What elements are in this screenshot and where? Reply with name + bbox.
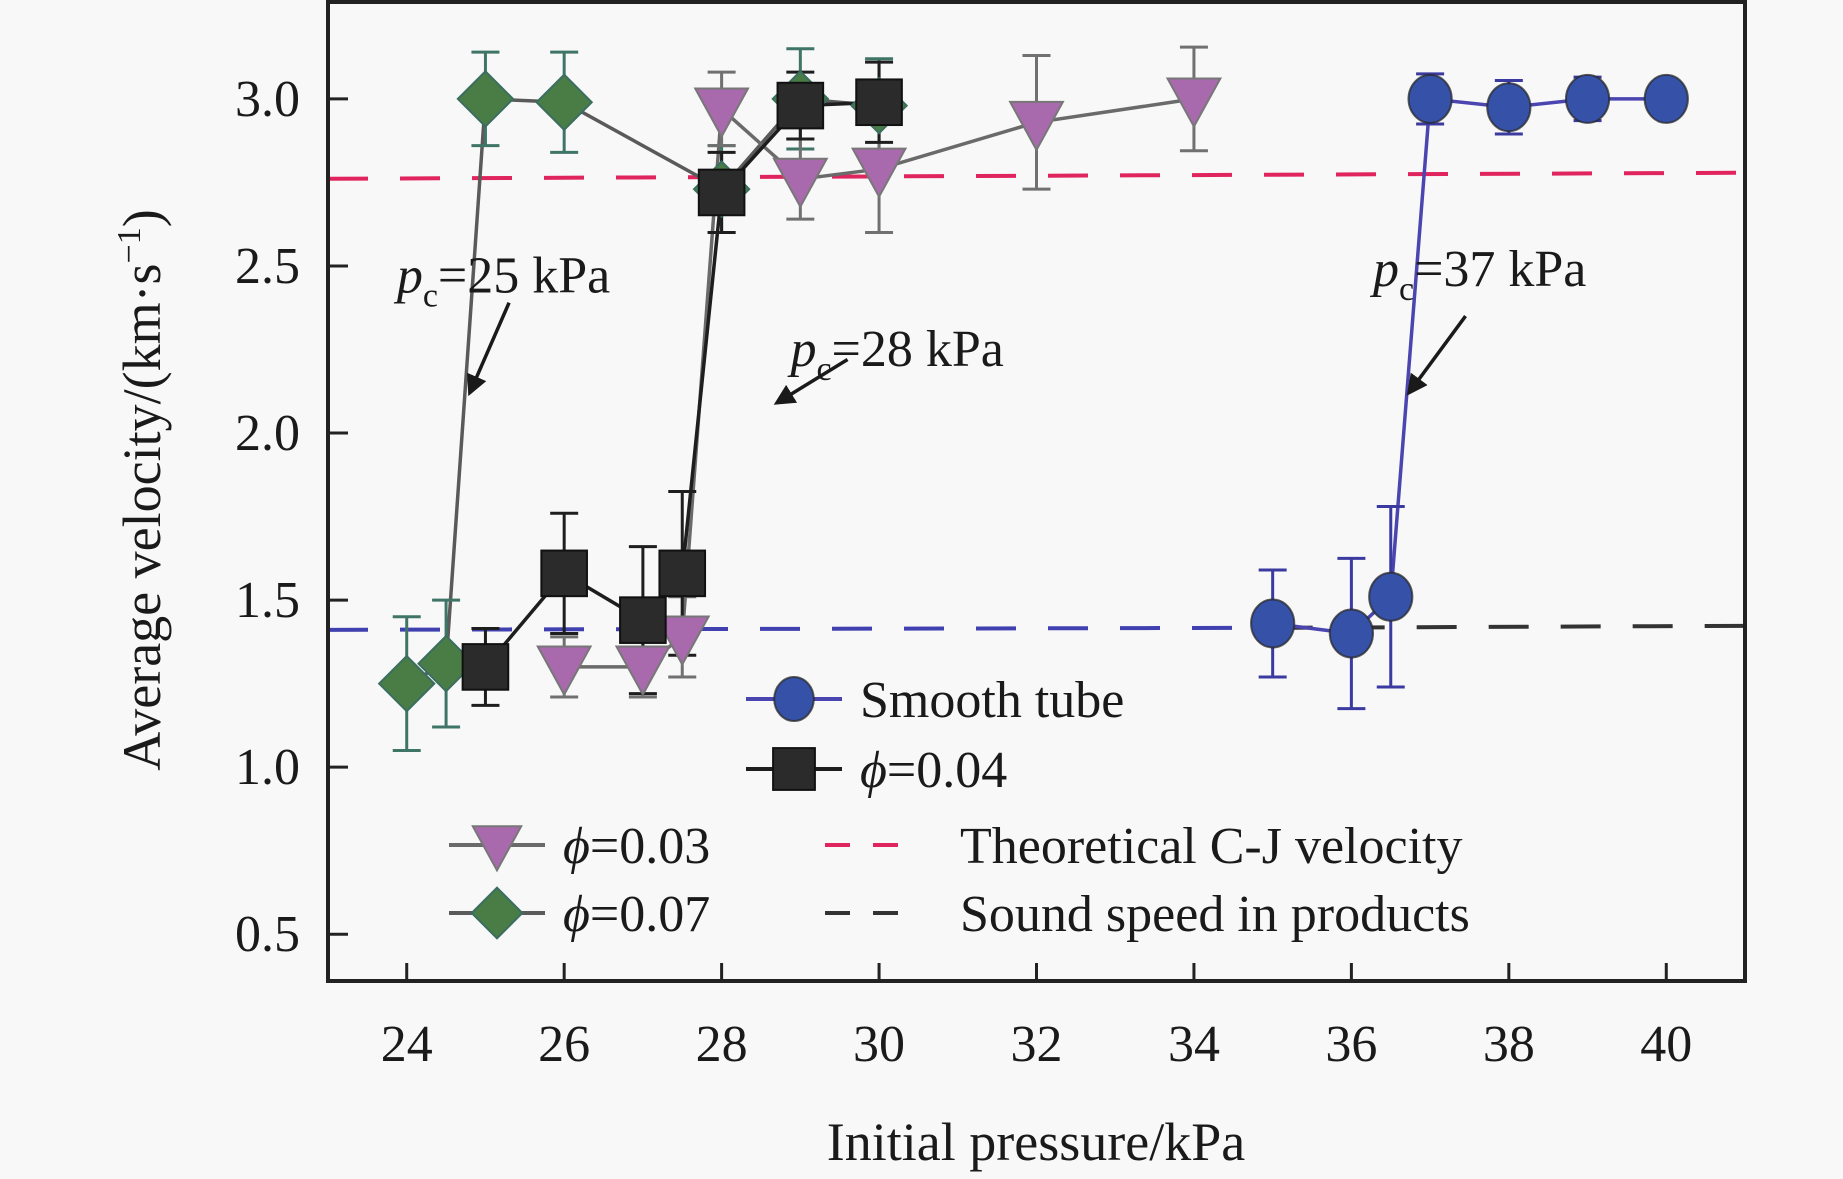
data-point-square xyxy=(776,81,825,130)
data-point-triangle-down xyxy=(850,147,908,199)
svg-text:Average velocity/(km·s−1): Average velocity/(km·s−1) xyxy=(111,209,172,770)
data-point-square xyxy=(540,549,588,598)
legend-label: ϕ=0.03 xyxy=(563,818,710,875)
annotation-arrow xyxy=(1406,315,1467,396)
y-tick-label: 1.5 xyxy=(235,572,300,629)
legend-item-cj-velocity: Theoretical C-J velocity xyxy=(825,818,1462,875)
data-point-square xyxy=(619,596,667,644)
data-point-circle xyxy=(1643,73,1689,124)
legend-label: ϕ=0.07 xyxy=(563,886,710,943)
annotation-symbol: p xyxy=(393,248,423,305)
annotation-label: pc=37 kPa xyxy=(1369,241,1586,308)
legend-label: ϕ=0.04 xyxy=(860,742,1007,799)
annotation-label: pc=25 kPa xyxy=(393,248,610,315)
cj-velocity-line xyxy=(327,170,1746,181)
legend-marker-square xyxy=(772,747,816,791)
annotation-value: =25 kPa xyxy=(438,248,610,305)
data-point-triangle-down xyxy=(772,157,829,209)
legend-item-smooth-tube: Smooth tube xyxy=(746,672,1124,729)
data-point-triangle-down xyxy=(693,87,750,139)
data-point-triangle-down xyxy=(1008,100,1065,152)
legend-phi-symbol: ϕ xyxy=(563,886,590,943)
x-tick-label: 34 xyxy=(1168,1016,1220,1073)
legend-label: Theoretical C-J velocity xyxy=(960,818,1462,875)
legend: Smooth tubeϕ=0.04ϕ=0.03ϕ=0.07Theoretical… xyxy=(449,672,1470,943)
y-axis-title-sup: −1 xyxy=(111,227,148,263)
annotation-subscript: c xyxy=(423,278,438,315)
x-tick-label: 28 xyxy=(696,1016,748,1073)
y-tick-label: 0.5 xyxy=(235,906,300,963)
x-tick-label: 30 xyxy=(853,1016,905,1073)
legend-item-phi-003: ϕ=0.03 xyxy=(449,818,710,875)
legend-marker-triangle-down xyxy=(471,825,523,873)
data-point-diamond xyxy=(456,69,515,128)
y-axis-title-close: ) xyxy=(112,209,172,227)
data-point-square xyxy=(461,643,510,691)
annotation-subscript: c xyxy=(816,351,831,388)
data-point-square xyxy=(658,549,707,598)
legend-item-phi-007: ϕ=0.07 xyxy=(449,886,710,943)
data-point-circle xyxy=(1250,598,1296,649)
x-tick-label: 24 xyxy=(381,1016,433,1073)
legend-phi-symbol: ϕ xyxy=(860,742,887,799)
x-tick-label: 32 xyxy=(1011,1016,1063,1073)
annotation-arrow xyxy=(773,358,849,405)
data-point-triangle-down xyxy=(536,645,593,697)
data-point-diamond xyxy=(377,654,436,713)
x-axis-ticks: 24 26 28 30 32 34 36 38 40 xyxy=(381,963,1692,1073)
legend-phi-symbol: ϕ xyxy=(563,818,590,875)
x-tick-label: 40 xyxy=(1640,1016,1692,1073)
x-tick-label: 38 xyxy=(1483,1016,1535,1073)
data-markers xyxy=(377,69,1689,713)
annotation: pc=37 kPa xyxy=(1369,241,1586,396)
data-point-circle xyxy=(1368,571,1414,622)
y-tick-label: 2.0 xyxy=(235,405,300,462)
x-axis-title: Initial pressure/kPa xyxy=(827,1112,1245,1172)
annotation-value: =28 kPa xyxy=(832,321,1004,378)
legend-value: =0.04 xyxy=(887,742,1007,799)
y-tick-label: 1.0 xyxy=(235,739,300,796)
annotation-label: pc=28 kPa xyxy=(786,321,1003,388)
legend-marker-circle xyxy=(773,676,815,722)
legend-label: Smooth tube xyxy=(860,672,1124,729)
annotation-symbol: p xyxy=(786,321,816,378)
y-axis-title: Average velocity/(km·s−1) xyxy=(111,209,172,770)
annotation-symbol: p xyxy=(1369,241,1399,298)
data-point-triangle-down xyxy=(654,615,711,667)
annotation-arrow xyxy=(467,302,511,397)
data-point-circle xyxy=(1328,608,1374,659)
annotation-value: =37 kPa xyxy=(1414,241,1586,298)
y-axis-ticks: 0.5 1.0 1.5 2.0 2.5 3.0 xyxy=(235,71,348,963)
legend-item-sound-speed: Sound speed in products xyxy=(825,886,1470,943)
data-point-square xyxy=(697,168,746,217)
data-point-triangle-down xyxy=(1165,77,1223,129)
annotation: pc=25 kPa xyxy=(393,248,610,397)
data-point-circle xyxy=(1486,82,1532,133)
data-point-circle xyxy=(1407,73,1453,124)
legend-value: =0.07 xyxy=(590,886,710,943)
data-point-diamond xyxy=(535,73,594,132)
legend-label: Sound speed in products xyxy=(960,886,1470,943)
annotation: pc=28 kPa xyxy=(773,321,1004,405)
data-point-triangle-down xyxy=(614,645,671,697)
x-tick-label: 36 xyxy=(1325,1016,1377,1073)
y-tick-label: 3.0 xyxy=(235,71,300,128)
annotation-subscript: c xyxy=(1399,271,1414,308)
legend-value: =0.03 xyxy=(590,818,710,875)
y-axis-title-main: Average velocity/(km·s xyxy=(112,263,172,770)
data-point-square xyxy=(855,78,903,127)
data-point-circle xyxy=(1564,73,1611,124)
x-tick-label: 26 xyxy=(538,1016,590,1073)
legend-marker-diamond xyxy=(470,886,524,940)
legend-item-phi-004: ϕ=0.04 xyxy=(746,742,1007,799)
y-tick-label: 2.5 xyxy=(235,238,300,295)
